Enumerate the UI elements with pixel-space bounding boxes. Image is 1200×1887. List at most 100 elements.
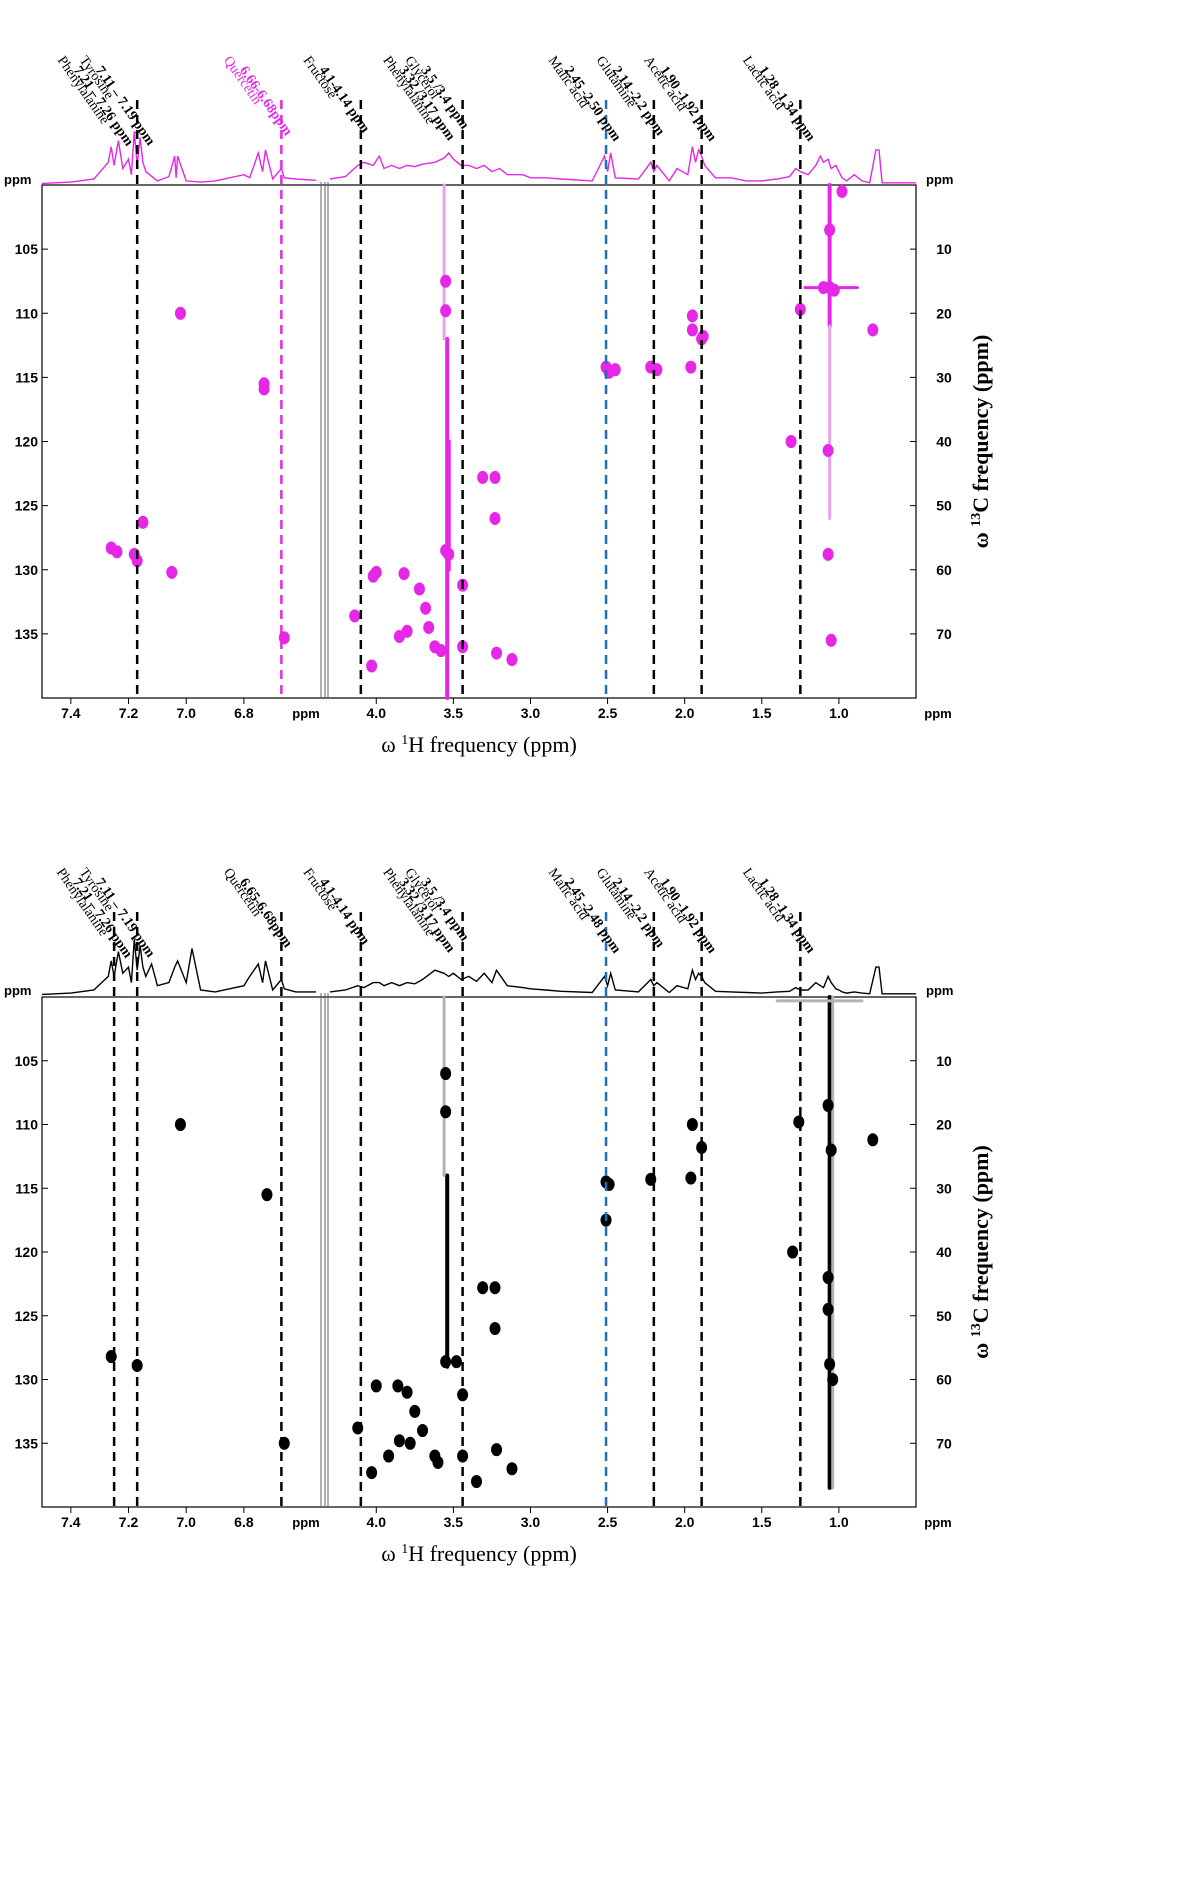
annotation-range: 4.1-4.14 ppm xyxy=(316,64,373,136)
cross-peak xyxy=(450,1355,462,1369)
y-tick-label-right: 70 xyxy=(936,1435,952,1451)
cross-peak xyxy=(404,1436,416,1450)
y-tick-label-right: 40 xyxy=(936,1244,952,1260)
cross-peak xyxy=(401,1385,413,1399)
cross-peak xyxy=(370,1379,382,1393)
cross-peak xyxy=(506,653,518,667)
x-tick-label: 6.8 xyxy=(234,1514,254,1530)
plot-frame xyxy=(41,184,917,699)
cross-peak xyxy=(432,1455,444,1469)
y-tick-label-left: 115 xyxy=(15,1180,38,1196)
cross-peak xyxy=(822,443,834,457)
x-tick-label: 7.4 xyxy=(61,705,81,721)
cross-peak xyxy=(828,283,840,297)
spectrum-ppm-label-left: ppm xyxy=(4,983,31,998)
cross-peak xyxy=(836,184,848,198)
cross-peak xyxy=(506,1462,518,1476)
cross-peak xyxy=(392,1379,404,1393)
cross-peak xyxy=(435,644,447,658)
cross-peak xyxy=(349,609,361,623)
cross-peak xyxy=(822,1302,834,1316)
x-axis-end-label: ppm xyxy=(924,1515,951,1530)
y-tick-label-left: 130 xyxy=(15,1372,39,1388)
proton-spectrum-right xyxy=(329,966,916,995)
y-axis-label-prefix: ω xyxy=(968,1337,993,1359)
y-tick-label-right: 40 xyxy=(936,434,952,450)
annotation-range: 6.65-6.68ppm xyxy=(236,876,295,951)
cross-peak xyxy=(477,1281,489,1295)
x-tick-label: 2.5 xyxy=(598,1514,618,1530)
cross-peak xyxy=(393,629,405,643)
spectrum-ppm-label-right: ppm xyxy=(926,172,953,187)
y-axis-label: ω 13C frequency (ppm) xyxy=(968,335,993,549)
cross-peak xyxy=(827,1373,839,1386)
cross-peak xyxy=(440,274,452,288)
cross-peak xyxy=(822,1271,834,1284)
x-axis-label-prefix: ω xyxy=(381,732,401,757)
cross-peak xyxy=(137,515,149,529)
y-axis-label-prefix: ω xyxy=(968,527,993,549)
cross-peak xyxy=(491,1443,503,1457)
cross-peak xyxy=(793,1115,805,1129)
annotation-range: 6.66-6.68ppm xyxy=(236,64,295,139)
annotation-range: 1.90 -1.92 ppm xyxy=(656,876,719,957)
cross-peak xyxy=(822,547,834,561)
cross-peak xyxy=(825,1143,837,1157)
cross-peak xyxy=(258,382,270,396)
plot-frame xyxy=(41,996,917,1508)
y-axis-label-sup: 13 xyxy=(969,1323,984,1337)
x-tick-label: 3.5 xyxy=(444,1514,464,1530)
cross-peak xyxy=(825,633,837,647)
x-tick-label: 4.0 xyxy=(367,1514,387,1530)
x-axis-end-label: ppm xyxy=(924,706,951,721)
cross-peak xyxy=(366,1466,378,1480)
cross-peak xyxy=(686,323,698,337)
cross-peak xyxy=(489,470,501,484)
cross-peak xyxy=(477,470,489,484)
y-tick-label-right: 60 xyxy=(936,1372,952,1388)
annotation-range: 1.28 -1.34 ppm xyxy=(755,876,818,957)
cross-peak xyxy=(440,304,452,318)
x-tick-label: 7.4 xyxy=(61,1514,81,1530)
y-tick-label-left: 120 xyxy=(15,434,39,450)
cross-peak xyxy=(489,1322,501,1335)
y-tick-label-left: 135 xyxy=(15,626,39,642)
x-tick-label: 2.0 xyxy=(675,1514,695,1530)
x-axis-label-main: H frequency (ppm) xyxy=(408,732,577,757)
y-tick-label-right: 50 xyxy=(936,1308,952,1324)
x-tick-label: 3.5 xyxy=(444,705,464,721)
cross-peak xyxy=(867,323,879,337)
y-tick-label-right: 10 xyxy=(936,241,952,257)
x-tick-label: 4.0 xyxy=(367,705,387,721)
y-tick-label-right: 70 xyxy=(936,626,952,642)
y-tick-label-left: 115 xyxy=(15,369,38,385)
cross-peak xyxy=(166,565,178,579)
y-tick-label-right: 30 xyxy=(936,369,952,385)
cross-peak xyxy=(489,1281,501,1295)
x-axis-break-label: ppm xyxy=(292,1515,319,1530)
spectrum-ppm-label-left: ppm xyxy=(4,172,31,187)
y-tick-label-left: 110 xyxy=(15,1117,38,1133)
x-tick-label: 1.0 xyxy=(829,1514,849,1530)
spectrum-ppm-label-right: ppm xyxy=(926,983,953,998)
x-tick-label: 2.0 xyxy=(675,705,695,721)
y-tick-label-left: 105 xyxy=(15,241,39,257)
cross-peak xyxy=(685,1171,697,1185)
cross-peak xyxy=(440,1355,452,1369)
y-axis-label-sup: 13 xyxy=(969,513,984,527)
cross-peak xyxy=(686,309,698,323)
x-axis-label-main: H frequency (ppm) xyxy=(408,1541,577,1566)
cross-peak xyxy=(417,1424,429,1437)
x-tick-label: 3.0 xyxy=(521,1514,541,1530)
cross-peak xyxy=(824,1357,836,1371)
x-tick-label: 7.2 xyxy=(119,705,139,721)
cross-peak xyxy=(471,1475,482,1488)
cross-peak xyxy=(398,567,410,581)
proton-spectrum-left xyxy=(41,939,316,996)
x-tick-label: 7.0 xyxy=(176,705,196,721)
x-tick-label: 6.8 xyxy=(234,705,254,721)
cross-peak xyxy=(370,565,382,579)
